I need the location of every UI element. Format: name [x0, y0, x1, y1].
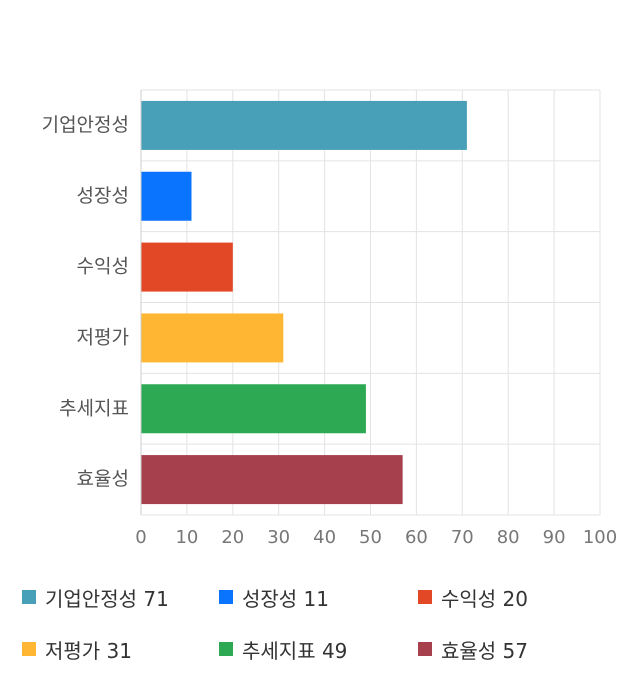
x-tick-label: 40 [313, 527, 336, 548]
legend-label: 수익성 20 [441, 586, 529, 611]
bar [141, 455, 403, 505]
legend-label: 기업안정성 71 [45, 586, 169, 611]
legend-item-undervalued: 저평가 31 [22, 635, 132, 663]
x-tick-label: 20 [221, 527, 244, 548]
x-tick-label: 80 [497, 527, 520, 548]
legend-item-growth: 성장성 11 [219, 583, 329, 611]
bar [141, 100, 467, 150]
category-label: 추세지표 [59, 397, 129, 419]
bar [141, 171, 192, 221]
legend-label: 효율성 57 [441, 638, 529, 663]
x-tick-label: 50 [359, 527, 382, 548]
legend-label: 추세지표 49 [242, 638, 348, 663]
bar [141, 242, 233, 292]
legend-swatch [22, 642, 36, 656]
category-label: 효율성 [77, 468, 129, 490]
category-label: 성장성 [77, 185, 129, 207]
x-tick-label: 90 [543, 527, 566, 548]
x-tick-label: 100 [583, 527, 617, 548]
category-label: 저평가 [77, 326, 129, 348]
category-label: 기업안정성 [42, 114, 129, 136]
legend-item-profitability: 수익성 20 [418, 583, 528, 611]
x-tick-label: 0 [135, 527, 146, 548]
legend-swatch [418, 642, 432, 656]
x-tick-label: 70 [451, 527, 474, 548]
legend-swatch [22, 590, 36, 604]
x-tick-label: 30 [267, 527, 290, 548]
category-label: 수익성 [77, 256, 129, 278]
legend-swatch [418, 590, 432, 604]
legend-label: 저평가 31 [45, 638, 133, 663]
legend-item-trend: 추세지표 49 [219, 635, 347, 663]
x-tick-label: 10 [175, 527, 198, 548]
legend-swatch [219, 642, 233, 656]
legend-label: 성장성 11 [242, 586, 330, 611]
legend-item-efficiency: 효율성 57 [418, 635, 528, 663]
legend-swatch [219, 590, 233, 604]
legend-item-stability: 기업안정성 71 [22, 583, 169, 611]
x-tick-label: 60 [405, 527, 428, 548]
bar [141, 384, 366, 434]
bar [141, 313, 284, 363]
